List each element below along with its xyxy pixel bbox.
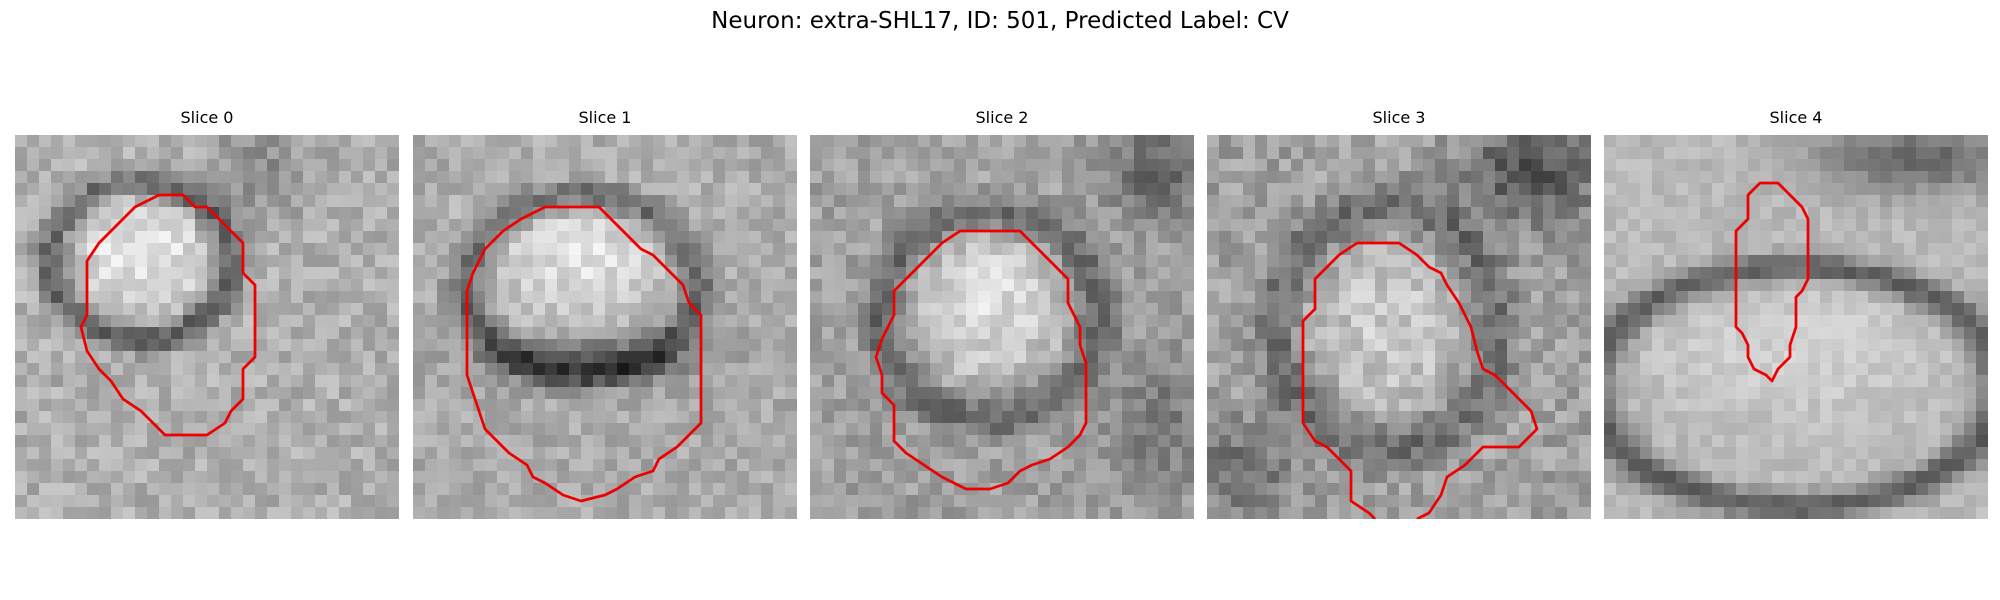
slice-image-1 (413, 135, 797, 519)
slice-title-3: Slice 3 (1372, 108, 1426, 127)
slice-image-3 (1207, 135, 1591, 519)
slice-title-4: Slice 4 (1769, 108, 1823, 127)
segmentation-contour-2 (874, 229, 1088, 491)
slice-title-2: Slice 2 (975, 108, 1029, 127)
segmentation-contour-0 (79, 193, 257, 437)
segmentation-contour-1 (465, 205, 703, 503)
slice-title-1: Slice 1 (578, 108, 632, 127)
slice-image-2 (810, 135, 1194, 519)
figure-title: Neuron: extra-SHL17, ID: 501, Predicted … (711, 8, 1289, 34)
slice-image-0 (15, 135, 399, 519)
slice-title-0: Slice 0 (180, 108, 234, 127)
segmentation-contour-4 (1734, 181, 1810, 383)
segmentation-contour-3-left (1301, 241, 1376, 519)
slice-image-4 (1604, 135, 1988, 519)
segmentation-contour-3 (1357, 241, 1539, 519)
